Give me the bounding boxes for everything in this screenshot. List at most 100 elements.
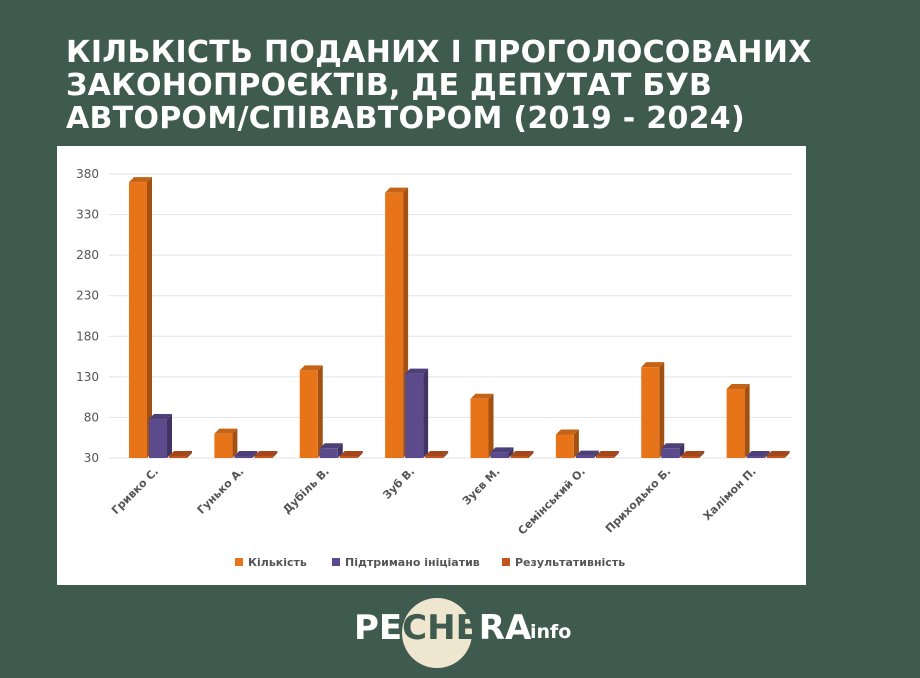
logo-part-1: PE [354,608,403,648]
bar-top [595,451,619,456]
bar-front [319,448,338,458]
bar-2 [746,451,770,458]
bar-side [252,451,258,458]
bar-1 [726,384,750,458]
category-label: Гунько А. [195,465,247,517]
logo-part-2: CHE [402,608,479,648]
bar-side [317,365,323,458]
legend-label: Кількість [248,556,307,569]
bar-front [641,367,660,458]
bar-top [299,365,323,371]
bar-side [357,451,363,458]
bar-front [575,455,594,458]
bar-3 [339,451,363,458]
bar-front [234,456,253,458]
bar-side [423,368,429,458]
bar-side [488,393,494,458]
bar-3 [681,451,705,458]
chart-title: КІЛЬКІСТЬ ПОДАНИХ І ПРОГОЛОСОВАНИХ ЗАКОН… [66,36,886,135]
bar-3 [254,451,278,458]
bar-front [129,182,147,458]
bar-top [254,451,278,456]
bar-side [744,384,750,458]
legend-swatch [502,558,510,566]
bar-top [129,177,152,183]
bar-front [339,456,358,458]
y-tick-label: 180 [76,329,99,343]
bar-front [661,448,680,458]
logo-circle [402,598,472,668]
bar-side [659,362,665,458]
bar-front [214,433,233,458]
category-label: Халімон П. [701,465,759,523]
bar-top [641,362,665,368]
bar-top [746,451,770,456]
bar-side [764,451,770,458]
bar-front [681,456,700,458]
bar-side [147,177,152,458]
bar-side [272,451,278,458]
title-line-1: КІЛЬКІСТЬ ПОДАНИХ І ПРОГОЛОСОВАНИХ [66,35,812,70]
logo-suffix: info [530,621,572,643]
bar-side [528,451,534,458]
bar-1 [129,177,152,458]
bar-top [490,447,514,453]
bar-top [661,443,685,449]
bar-front [169,456,187,458]
pechera-logo: PECHERA info [354,596,584,674]
bar-3 [766,451,790,458]
bar-side [613,451,619,458]
bar-top [726,384,750,390]
bar-side [573,429,579,458]
bar-3 [425,451,449,458]
bar-2 [234,451,258,458]
bar-front [510,456,529,458]
bar-side [232,428,238,458]
bar-front [299,370,318,458]
bar-2 [490,447,514,458]
category-label: Приходько Б. [603,465,674,536]
bar-3 [169,451,192,458]
category-label: Гривко С. [109,465,161,517]
bar-top [405,368,429,374]
bar-2 [149,414,172,458]
y-tick-label: 280 [76,248,99,262]
bar-top [510,451,534,456]
category-label: Зуєв М. [460,465,503,508]
bar-top [766,451,790,456]
bar-2 [405,368,429,458]
bar-front [470,398,489,458]
bar-top [319,443,343,449]
logo-part-3: RA [478,608,532,648]
bar-front [766,456,785,458]
bar-top [470,393,494,399]
title-line-2: ЗАКОНОПРОЄКТІВ, ДЕ ДЕПУТАТ БУВ [66,68,713,103]
bar-front [405,373,424,458]
bar-3 [510,451,534,458]
legend-label: Підтримано ініціатив [345,556,480,569]
bar-top [214,428,238,434]
category-label: Семінський О. [515,465,588,538]
bar-3 [595,451,619,458]
bar-1 [385,187,409,459]
bar-side [167,414,172,458]
y-tick-label: 80 [84,410,99,424]
bar-top [234,451,258,456]
bar-front [555,434,574,458]
bar-chart: 380 330 280 230 180 130 80 30 Гривко С. Гунько А.… [76,167,792,569]
bar-2 [575,450,599,458]
bar-side [593,450,599,458]
bar-2 [661,443,685,458]
chart-card: 380 330 280 230 180 130 80 30 Гривко С. Гунько А.… [57,146,806,585]
y-tick-label: 30 [84,451,99,465]
y-tick-label: 330 [76,208,99,222]
bar-front [425,456,444,458]
bar-side [187,451,192,458]
bar-1 [555,429,579,458]
bar-top [339,451,363,456]
bar-side [337,443,343,458]
bar-top [425,451,449,456]
legend-swatch [332,558,340,566]
legend-swatch [235,558,243,566]
bar-top [555,429,579,435]
